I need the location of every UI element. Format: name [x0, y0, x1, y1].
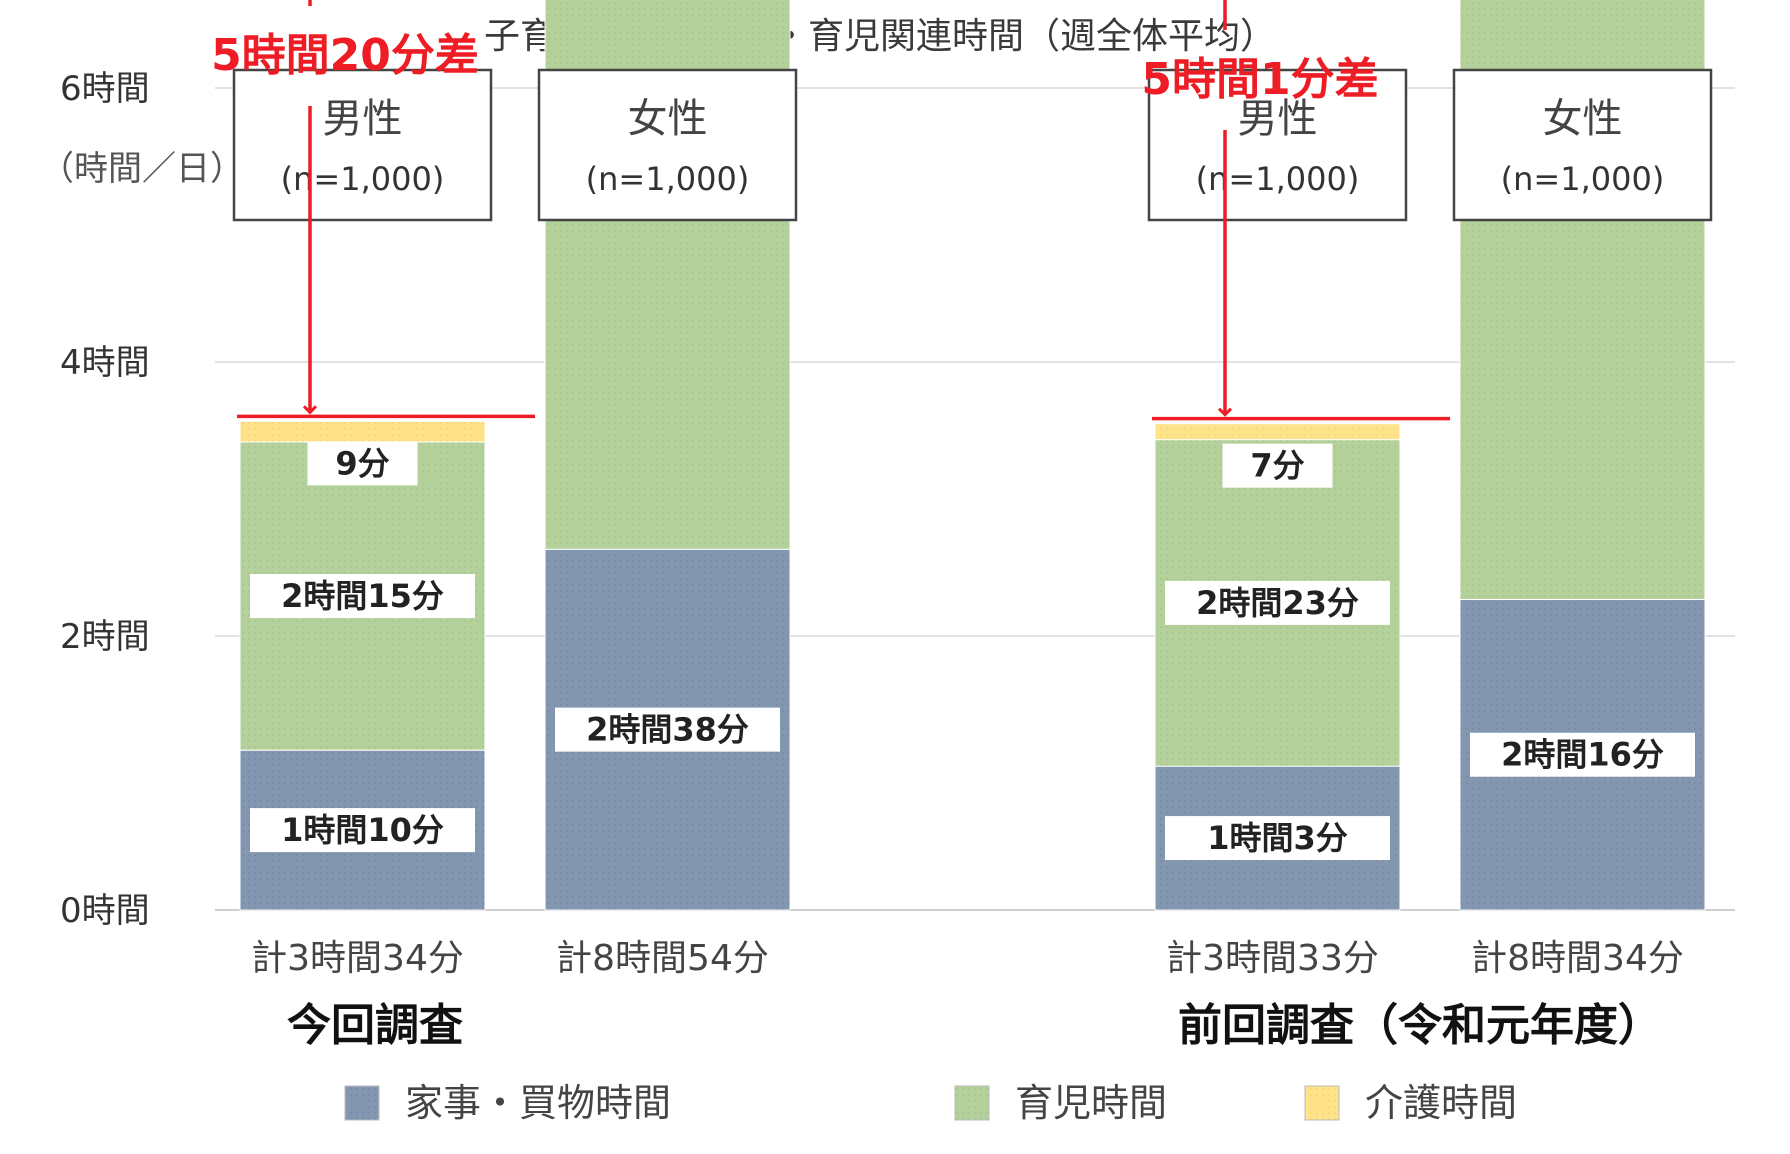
- data-label-box: [1470, 732, 1695, 777]
- bar-header-n: (n=1,000): [586, 160, 750, 198]
- y-unit-label: （時間／日）: [40, 149, 244, 189]
- bar-segment: [1154, 423, 1401, 441]
- bar-header-label: 女性: [628, 96, 708, 142]
- data-label-box: [1222, 443, 1333, 488]
- stacked-bar: 1時間3分 2時間23分 7分: [1154, 423, 1401, 911]
- data-label: 9分: [335, 444, 389, 482]
- bar-header-n: (n=1,000): [281, 160, 445, 198]
- y-tick-label: 6時間: [60, 69, 150, 109]
- data-label-box: [1165, 816, 1390, 861]
- stacked-bar: 1時間10分 2時間15分 9分: [239, 420, 486, 911]
- legend-item: 介護時間: [1304, 1081, 1517, 1125]
- data-label: 2時間38分: [586, 711, 749, 749]
- y-tick-label: 2時間: [60, 617, 150, 657]
- bar-headers: 男性 (n=1,000) 女性 (n=1,000) 男性 (n=1,000) 女性 (n=1,…: [232, 68, 1713, 222]
- bar-total-label: 計3時間33分: [1166, 938, 1379, 979]
- legend: 家事・買物時間 育児時間 介護時間: [344, 1081, 1517, 1125]
- bar-header-n: (n=1,000): [1501, 160, 1665, 198]
- bar-segment: [239, 420, 486, 443]
- y-axis: 0時間2時間4時間6時間8時間10時間: [60, 69, 150, 931]
- data-label: 7分: [1250, 447, 1304, 485]
- bar-header-label: 男性: [1238, 96, 1318, 142]
- bar-total-label: 計8時間54分: [556, 938, 769, 979]
- legend-label: 家事・買物時間: [405, 1081, 671, 1125]
- legend-item: 育児時間: [954, 1081, 1167, 1125]
- data-label: 1時間10分: [281, 811, 444, 849]
- legend-swatch: [1304, 1085, 1340, 1121]
- data-label: 1時間3分: [1207, 819, 1348, 857]
- data-label-box: [1165, 580, 1390, 625]
- bar-header-box: [1147, 68, 1408, 222]
- data-label-box: [555, 707, 780, 752]
- legend-label: 育児時間: [1015, 1081, 1167, 1125]
- data-label-box: [307, 441, 418, 486]
- bar-total-label: 計3時間34分: [251, 938, 464, 979]
- bar-header-label: 男性: [323, 96, 403, 142]
- difference-label: 5時間20分差: [211, 30, 479, 81]
- legend-item: 家事・買物時間: [344, 1081, 671, 1125]
- bar-header-n: (n=1,000): [1196, 160, 1360, 198]
- data-label: 2時間16分: [1501, 736, 1664, 774]
- difference-annotations: 5時間20分差 5時間1分差: [211, 0, 1450, 421]
- bar-header-box: [232, 68, 493, 222]
- survey-label: 前回調査（令和元年度）: [1178, 1000, 1662, 1051]
- legend-swatch: [954, 1085, 990, 1121]
- legend-swatch: [344, 1085, 380, 1121]
- legend-label: 介護時間: [1365, 1081, 1517, 1125]
- data-label: 2時間15分: [281, 577, 444, 615]
- y-tick-label: 4時間: [60, 343, 150, 383]
- bar-total-label: 計8時間34分: [1471, 938, 1684, 979]
- bar-header-label: 女性: [1543, 96, 1623, 142]
- bar-header-box: [537, 68, 798, 222]
- data-label-box: [250, 808, 475, 853]
- survey-label: 今回調査: [287, 1000, 463, 1051]
- data-label-box: [250, 574, 475, 619]
- data-label: 2時間23分: [1196, 584, 1359, 622]
- bar-header-box: [1452, 68, 1713, 222]
- y-tick-label: 0時間: [60, 891, 150, 931]
- difference-label: 5時間1分差: [1141, 54, 1378, 105]
